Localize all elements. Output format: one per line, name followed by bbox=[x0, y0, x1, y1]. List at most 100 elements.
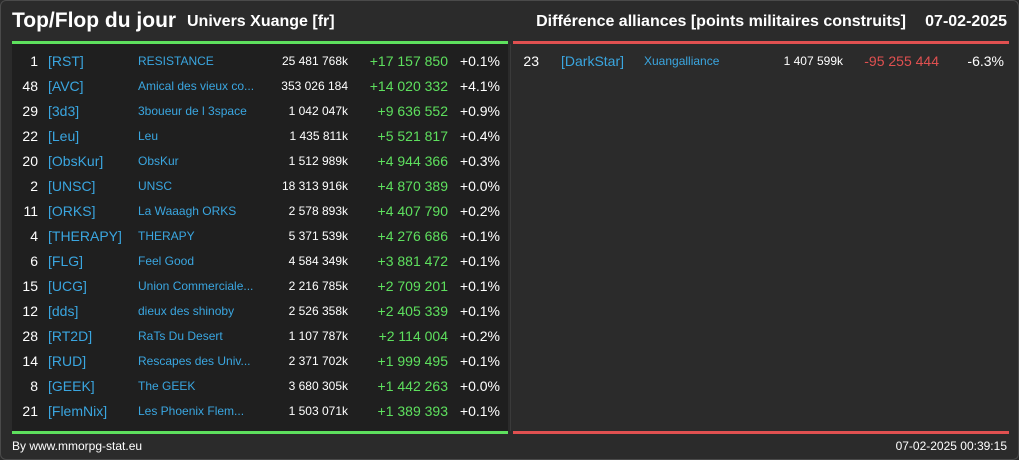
alliance-name-link[interactable]: Rescapes des Univ... bbox=[138, 354, 251, 368]
alliance-percentage: +0.1% bbox=[459, 403, 500, 419]
alliance-rank: 28 bbox=[22, 328, 38, 344]
alliance-tag-link[interactable]: [UCG] bbox=[48, 278, 87, 294]
alliance-name-link[interactable]: ObsKur bbox=[138, 154, 179, 168]
alliance-tag-link[interactable]: [FLG] bbox=[48, 253, 84, 269]
top-alliance-row: 11 [ORKS] La Waaagh ORKS 2 578 893k +4 407 7… bbox=[12, 199, 508, 224]
alliance-name-link[interactable]: Les Phoenix Flem... bbox=[138, 404, 245, 418]
alliance-rank: 6 bbox=[30, 253, 38, 269]
alliance-tag-link[interactable]: [ObsKur] bbox=[48, 153, 104, 169]
top-accent-line bbox=[12, 41, 508, 44]
alliance-name-link[interactable]: La Waaagh ORKS bbox=[138, 204, 237, 218]
top-alliance-row: 4 [THERAPY] THERAPY 5 371 539k +4 276 686 +0.… bbox=[12, 224, 508, 249]
top-bottom-line bbox=[12, 431, 508, 434]
alliance-rank: 1 bbox=[30, 53, 38, 69]
alliance-tag-link[interactable]: [FlemNix] bbox=[48, 403, 108, 419]
flop-accent-line bbox=[513, 41, 1009, 44]
alliance-percentage: +0.2% bbox=[459, 328, 500, 344]
alliance-points: 1 042 047k bbox=[288, 104, 348, 118]
alliance-name-link[interactable]: THERAPY bbox=[138, 229, 195, 243]
alliance-points: 25 481 768k bbox=[281, 54, 348, 68]
alliance-name-link[interactable]: RESISTANCE bbox=[138, 54, 214, 68]
source-credit: By www.mmorpg-stat.eu bbox=[12, 439, 143, 453]
alliance-tag-link[interactable]: [DarkStar] bbox=[561, 53, 625, 69]
flop-bottom-line bbox=[513, 431, 1009, 434]
alliance-difference: +1 999 495 bbox=[377, 353, 448, 369]
alliance-tag-link[interactable]: [RT2D] bbox=[48, 328, 93, 344]
alliance-points: 2 371 702k bbox=[288, 354, 348, 368]
top-alliance-row: 28 [RT2D] RaTs Du Desert 1 107 787k +2 114 0… bbox=[12, 324, 508, 349]
alliance-rank: 48 bbox=[22, 78, 38, 94]
alliance-tag-link[interactable]: [Leu] bbox=[48, 128, 80, 144]
top-alliance-row: 15 [UCG] Union Commerciale... 2 216 785k +2 … bbox=[12, 274, 508, 299]
alliance-name-link[interactable]: dieux des shinoby bbox=[138, 304, 235, 318]
alliance-rank: 20 bbox=[22, 153, 38, 169]
alliance-name-link[interactable]: The GEEK bbox=[138, 379, 196, 393]
top-alliance-row: 8 [GEEK] The GEEK 3 680 305k +1 442 263 +0.0% bbox=[12, 374, 508, 399]
alliance-difference: +2 405 339 bbox=[377, 303, 448, 319]
alliance-tag-link[interactable]: [THERAPY] bbox=[48, 228, 122, 244]
alliance-rank: 12 bbox=[22, 303, 38, 319]
alliance-tag-link[interactable]: [RST] bbox=[48, 53, 84, 69]
alliance-points: 4 584 349k bbox=[288, 254, 348, 268]
top-alliances-panel: 1 [RST] RESISTANCE 25 481 768k +17 157 850 +0… bbox=[12, 44, 508, 431]
alliance-name-link[interactable]: RaTs Du Desert bbox=[138, 329, 223, 343]
alliance-tag-link[interactable]: [ORKS] bbox=[48, 203, 96, 219]
alliance-rank: 15 bbox=[22, 278, 38, 294]
flop-alliance-row: 23 [DarkStar] Xuangalliance 1 407 599k -95 2… bbox=[513, 49, 1009, 74]
top-alliance-row: 1 [RST] RESISTANCE 25 481 768k +17 157 850 +0… bbox=[12, 49, 508, 74]
alliance-rank: 14 bbox=[22, 353, 38, 369]
metric-label: Différence alliances [points militaires … bbox=[536, 13, 906, 30]
alliance-name-link[interactable]: Union Commerciale... bbox=[138, 279, 254, 293]
top-alliance-row: 14 [RUD] Rescapes des Univ... 2 371 702k +1 … bbox=[12, 349, 508, 374]
alliance-points: 18 313 916k bbox=[281, 179, 348, 193]
alliance-rank: 4 bbox=[30, 228, 38, 244]
alliance-rank: 21 bbox=[22, 403, 38, 419]
alliance-name-link[interactable]: Leu bbox=[138, 129, 159, 143]
alliance-tag-link[interactable]: [3d3] bbox=[48, 103, 80, 119]
alliance-points: 3 680 305k bbox=[288, 379, 348, 393]
top-alliance-row: 2 [UNSC] UNSC 18 313 916k +4 870 389 +0.0% bbox=[12, 174, 508, 199]
alliance-name-link[interactable]: Xuangalliance bbox=[644, 54, 720, 68]
alliance-percentage: +0.1% bbox=[459, 303, 500, 319]
alliance-tag-link[interactable]: [UNSC] bbox=[48, 178, 96, 194]
alliance-points: 2 578 893k bbox=[288, 204, 348, 218]
alliance-points: 1 512 989k bbox=[288, 154, 348, 168]
alliance-percentage: +0.9% bbox=[459, 103, 500, 119]
alliance-tag-link[interactable]: [GEEK] bbox=[48, 378, 95, 394]
alliance-difference: -95 255 444 bbox=[864, 53, 939, 69]
top-alliance-row: 21 [FlemNix] Les Phoenix Flem... 1 503 071k… bbox=[12, 399, 508, 424]
alliance-tag-link[interactable]: [RUD] bbox=[48, 353, 87, 369]
alliance-rank: 29 bbox=[22, 103, 38, 119]
panel-divider bbox=[510, 44, 511, 431]
top-alliance-row: 22 [Leu] Leu 1 435 811k +5 521 817 +0.4% bbox=[12, 124, 508, 149]
alliance-rank: 8 bbox=[30, 378, 38, 394]
alliance-name-link[interactable]: UNSC bbox=[138, 179, 173, 193]
alliance-name-link[interactable]: Amical des vieux co... bbox=[138, 79, 255, 93]
alliance-points: 1 435 811k bbox=[289, 129, 349, 143]
alliance-percentage: +0.1% bbox=[459, 253, 500, 269]
alliance-percentage: +0.2% bbox=[459, 203, 500, 219]
alliance-difference: +9 636 552 bbox=[377, 103, 448, 119]
top-alliance-row: 12 [dds] dieux des shinoby 2 526 358k +2 405… bbox=[12, 299, 508, 324]
alliance-percentage: +4.1% bbox=[459, 78, 500, 94]
alliance-difference: +14 020 332 bbox=[369, 78, 448, 94]
flop-alliances-panel: 23 [DarkStar] Xuangalliance 1 407 599k -95 2… bbox=[513, 44, 1009, 431]
page-title: Top/Flop du jour bbox=[12, 9, 177, 32]
alliance-points: 1 503 071k bbox=[288, 404, 348, 418]
alliance-name-link[interactable]: Feel Good bbox=[138, 254, 195, 268]
top-alliance-row: 20 [ObsKur] ObsKur 1 512 989k +4 944 366 +0.3… bbox=[12, 149, 508, 174]
alliance-name-link[interactable]: 3boueur de l 3space bbox=[138, 104, 247, 118]
alliance-points: 2 526 358k bbox=[288, 304, 348, 318]
alliance-points: 1 107 787k bbox=[288, 329, 348, 343]
alliance-difference: +5 521 817 bbox=[377, 128, 448, 144]
alliance-rank: 11 bbox=[23, 203, 38, 219]
alliance-rank: 2 bbox=[30, 178, 38, 194]
alliance-difference: +3 881 472 bbox=[377, 253, 448, 269]
alliance-difference: +4 407 790 bbox=[377, 203, 448, 219]
alliance-tag-link[interactable]: [dds] bbox=[48, 303, 79, 319]
alliance-tag-link[interactable]: [AVC] bbox=[48, 78, 84, 94]
alliance-percentage: +0.4% bbox=[459, 128, 500, 144]
alliance-difference: +17 157 850 bbox=[369, 53, 448, 69]
alliance-difference: +4 276 686 bbox=[377, 228, 448, 244]
